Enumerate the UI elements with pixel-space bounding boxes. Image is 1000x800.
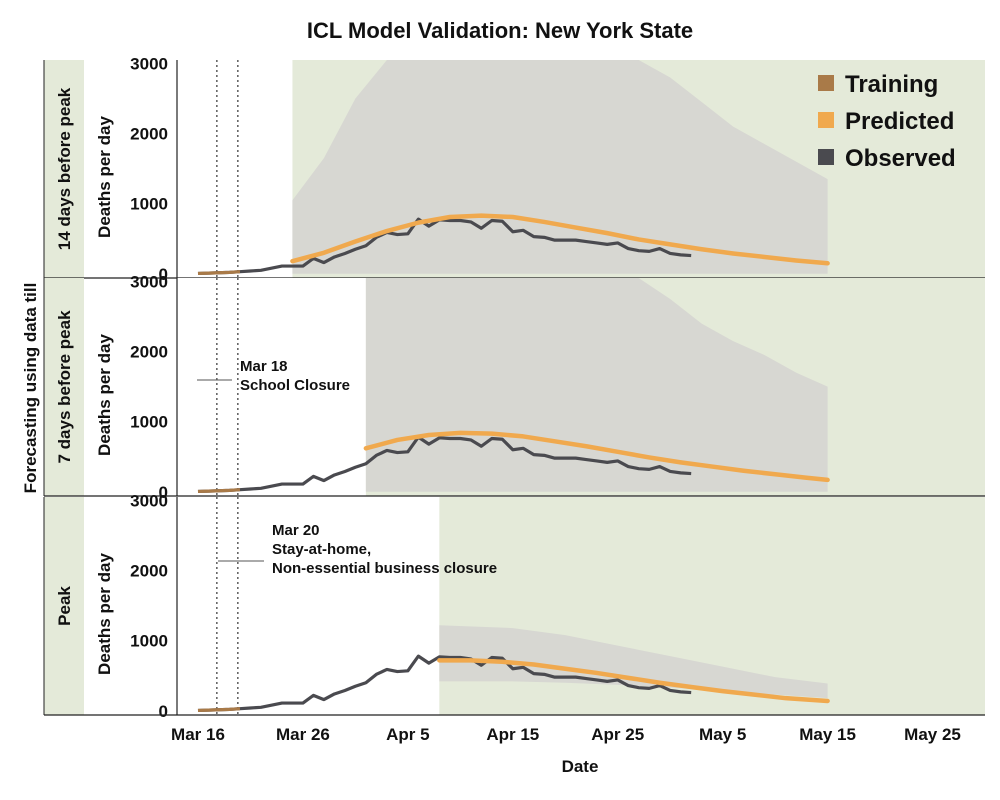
training-series (197, 270, 241, 276)
y-tick-label: 0 (159, 483, 168, 502)
x-tick-labels: Mar 16 Mar 26 Apr 5 Apr 15 Apr 25 May 5 May 15… (171, 725, 961, 744)
chart-title: ICL Model Validation: New York State (306, 18, 694, 43)
y-tick-label: 2000 (130, 125, 168, 144)
panel-label: Peak (55, 586, 74, 626)
x-tick-label: May 15 (799, 725, 856, 744)
legend-swatch (818, 149, 834, 165)
annotation-text: School Closure (240, 377, 350, 394)
annotation-text: Mar 20 (272, 522, 320, 539)
y-axis-label: Deaths per day (95, 553, 114, 675)
panels-group: 14 days before peak Deaths per day 0 1000 20… (43, 55, 985, 721)
legend-swatch (818, 75, 834, 91)
outer-y-axis-label: Forecasting using data till (21, 283, 40, 494)
panel-2: 7 days before peak Deaths per day 0 1000 200… (43, 273, 985, 502)
x-tick-label: Mar 26 (276, 725, 330, 744)
y-tick-label: 1000 (130, 195, 168, 214)
training-region (177, 60, 293, 278)
predicted-series (290, 213, 830, 266)
y-tick-label: 2000 (130, 562, 168, 581)
y-axis-label: Deaths per day (95, 334, 114, 456)
x-tick-label: Mar 16 (171, 725, 225, 744)
x-axis-label: Date (561, 757, 599, 776)
panel-label-strip (44, 497, 84, 715)
training-series (197, 707, 241, 713)
y-tick-label: 0 (159, 265, 168, 284)
observed-series (197, 654, 692, 713)
y-tick-label: 3000 (130, 273, 168, 292)
x-tick-label: May 5 (699, 725, 746, 744)
x-tick-label: Apr 15 (486, 725, 539, 744)
x-tick-label: Apr 25 (591, 725, 644, 744)
x-tick-label: May 25 (904, 725, 961, 744)
annotation-text: Non-essential business closure (272, 560, 497, 577)
panel-3: Peak Deaths per day 0 1000 2000 3000 Mar 20 Sta… (43, 492, 985, 721)
legend-entry: Training (845, 71, 938, 98)
legend-entry: Predicted (845, 108, 954, 135)
confidence-band (439, 625, 828, 699)
annotation-text: Mar 18 (240, 358, 288, 375)
y-tick-label: 3000 (130, 492, 168, 511)
y-axis-label: Deaths per day (95, 116, 114, 238)
legend: Training Predicted Observed (818, 71, 956, 172)
annotation-text: Stay-at-home, (272, 541, 371, 558)
legend-swatch (818, 112, 834, 128)
confidence-band (365, 278, 828, 492)
training-region (177, 278, 366, 496)
y-tick-label: 1000 (130, 413, 168, 432)
panel-label-strip (44, 278, 84, 496)
predicted-series (363, 430, 830, 483)
panel-label: 7 days before peak (55, 310, 74, 464)
y-tick-label: 1000 (130, 632, 168, 651)
y-tick-label: 0 (159, 702, 168, 721)
y-tick-label: 3000 (130, 55, 168, 74)
training-region (177, 497, 440, 715)
legend-entry: Observed (845, 145, 956, 172)
y-tick-label: 2000 (130, 343, 168, 362)
training-series (197, 488, 241, 494)
panel-label-strip (44, 60, 84, 278)
observed-series (197, 435, 692, 494)
panel-1: 14 days before peak Deaths per day 0 1000 20… (43, 55, 985, 284)
predicted-series (437, 658, 830, 704)
panel-label: 14 days before peak (55, 87, 74, 250)
x-tick-label: Apr 5 (386, 725, 429, 744)
